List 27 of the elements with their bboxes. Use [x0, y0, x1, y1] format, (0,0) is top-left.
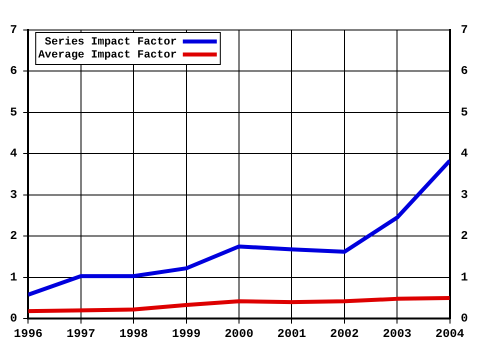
y-tick-label: 5 [10, 105, 18, 120]
y2-tick-label: 6 [460, 64, 468, 78]
x-tick-label: 2000 [224, 326, 254, 341]
y-tick-label: 7 [10, 23, 18, 38]
y2-tick-label: 0 [460, 312, 468, 326]
x-tick-label: 1996 [14, 326, 43, 341]
y2-tick-label: 4 [460, 146, 468, 161]
y2-tick-label: 1 [460, 270, 468, 284]
x-tick-label: 2002 [330, 326, 359, 341]
y-tick-label: 2 [10, 229, 18, 244]
y2-tick-label: 7 [460, 23, 468, 38]
y-tick-label: 6 [10, 64, 18, 78]
x-tick-label: 1999 [172, 326, 201, 341]
x-tick-label: 2003 [382, 326, 412, 341]
x-tick-label: 1998 [119, 326, 148, 341]
y-tick-label: 1 [10, 270, 18, 284]
y2-tick-label: 3 [460, 188, 468, 202]
y-tick-label: 0 [10, 312, 18, 326]
y2-tick-label: 5 [460, 105, 468, 120]
x-tick-label: 2004 [435, 326, 464, 341]
y-tick-label: 3 [10, 188, 18, 202]
y-tick-label: 4 [10, 146, 18, 161]
x-tick-label: 2001 [277, 326, 306, 341]
x-tick-label: 1997 [66, 326, 96, 341]
legend-label: Series Impact Factor [44, 36, 177, 48]
y2-tick-label: 2 [460, 229, 468, 244]
legend-label: Average Impact Factor [38, 49, 177, 62]
